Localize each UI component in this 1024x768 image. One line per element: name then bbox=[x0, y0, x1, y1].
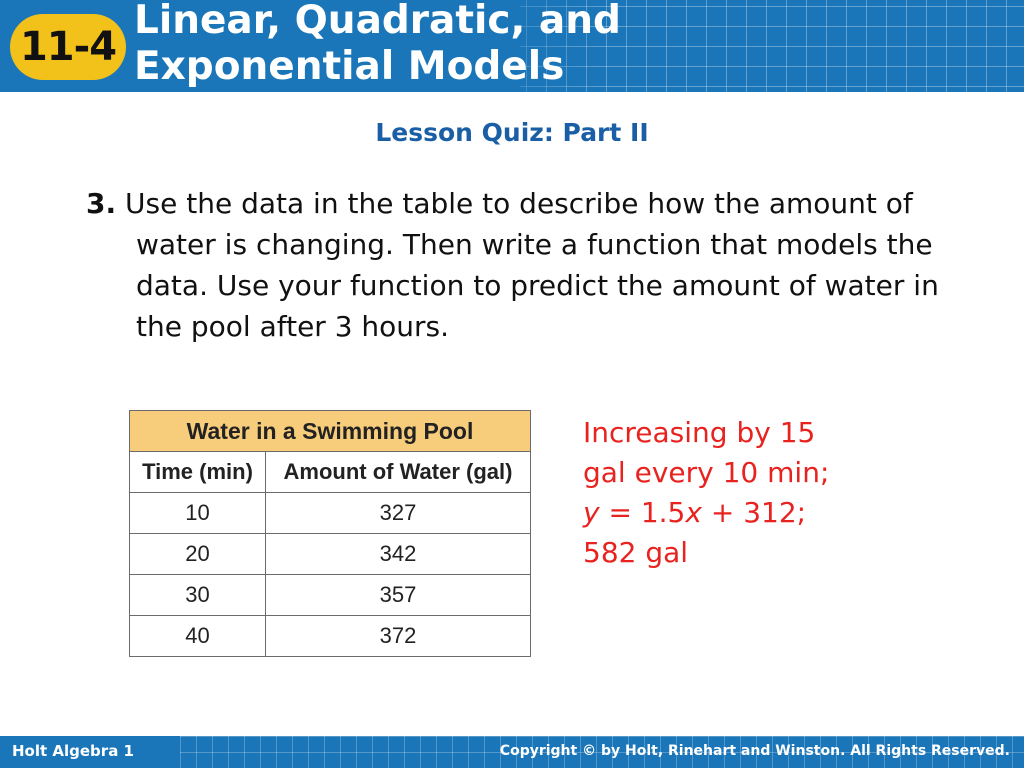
answer: Increasing by 15 gal every 10 min; y = 1… bbox=[583, 413, 829, 573]
table-caption: Water in a Swimming Pool bbox=[129, 410, 531, 452]
table-cell-time: 30 bbox=[129, 574, 266, 616]
table-cell-time: 20 bbox=[129, 533, 266, 575]
answer-line3-mid: = 1.5 bbox=[599, 496, 686, 529]
answer-line1: Increasing by 15 bbox=[583, 416, 816, 449]
question-body: 3. Use the data in the table to describe… bbox=[86, 183, 966, 347]
answer-line3-end: + 312; bbox=[701, 496, 807, 529]
lesson-badge-label: 11-4 bbox=[19, 24, 117, 70]
answer-line4: 582 gal bbox=[583, 536, 689, 569]
answer-line2: gal every 10 min; bbox=[583, 456, 830, 489]
header-title: Linear, Quadratic, and Exponential Model… bbox=[134, 0, 621, 90]
table-cell-amount: 357 bbox=[265, 574, 531, 616]
table-cell-amount: 372 bbox=[265, 615, 531, 657]
footer-grid-pattern bbox=[180, 736, 1024, 768]
question: 3. Use the data in the table to describe… bbox=[86, 183, 966, 347]
answer-var-y: y bbox=[583, 496, 600, 529]
table-row: 40 372 bbox=[129, 615, 531, 657]
table-cell-amount: 342 bbox=[265, 533, 531, 575]
table-row: 30 357 bbox=[129, 574, 531, 616]
table-cell-time: 10 bbox=[129, 492, 266, 534]
table-cell-time: 40 bbox=[129, 615, 266, 657]
header-banner: 11-4 Linear, Quadratic, and Exponential … bbox=[0, 0, 1024, 92]
footer-copyright: Copyright © by Holt, Rinehart and Winsto… bbox=[499, 743, 1010, 759]
header-grid-pattern bbox=[520, 0, 1024, 92]
header-title-line1: Linear, Quadratic, and bbox=[134, 0, 621, 43]
table-row: 20 342 bbox=[129, 533, 531, 575]
answer-var-x: x bbox=[685, 496, 702, 529]
lesson-badge: 11-4 bbox=[10, 14, 126, 80]
footer-course-label: Holt Algebra 1 bbox=[12, 742, 134, 760]
header-title-line2: Exponential Models bbox=[134, 44, 565, 89]
water-table: Water in a Swimming Pool Time (min) Amou… bbox=[129, 410, 531, 657]
answer-line3: y = 1.5x + 312; bbox=[583, 493, 829, 533]
footer-banner: Holt Algebra 1 Copyright © by Holt, Rine… bbox=[0, 736, 1024, 768]
table-cell-amount: 327 bbox=[265, 492, 531, 534]
table-header-amount: Amount of Water (gal) bbox=[265, 451, 531, 493]
table-header-time: Time (min) bbox=[129, 451, 266, 493]
question-text: Use the data in the table to describe ho… bbox=[125, 187, 939, 343]
table-row: 10 327 bbox=[129, 492, 531, 534]
lesson-title: Lesson Quiz: Part II bbox=[375, 118, 649, 147]
question-number: 3. bbox=[86, 187, 117, 220]
